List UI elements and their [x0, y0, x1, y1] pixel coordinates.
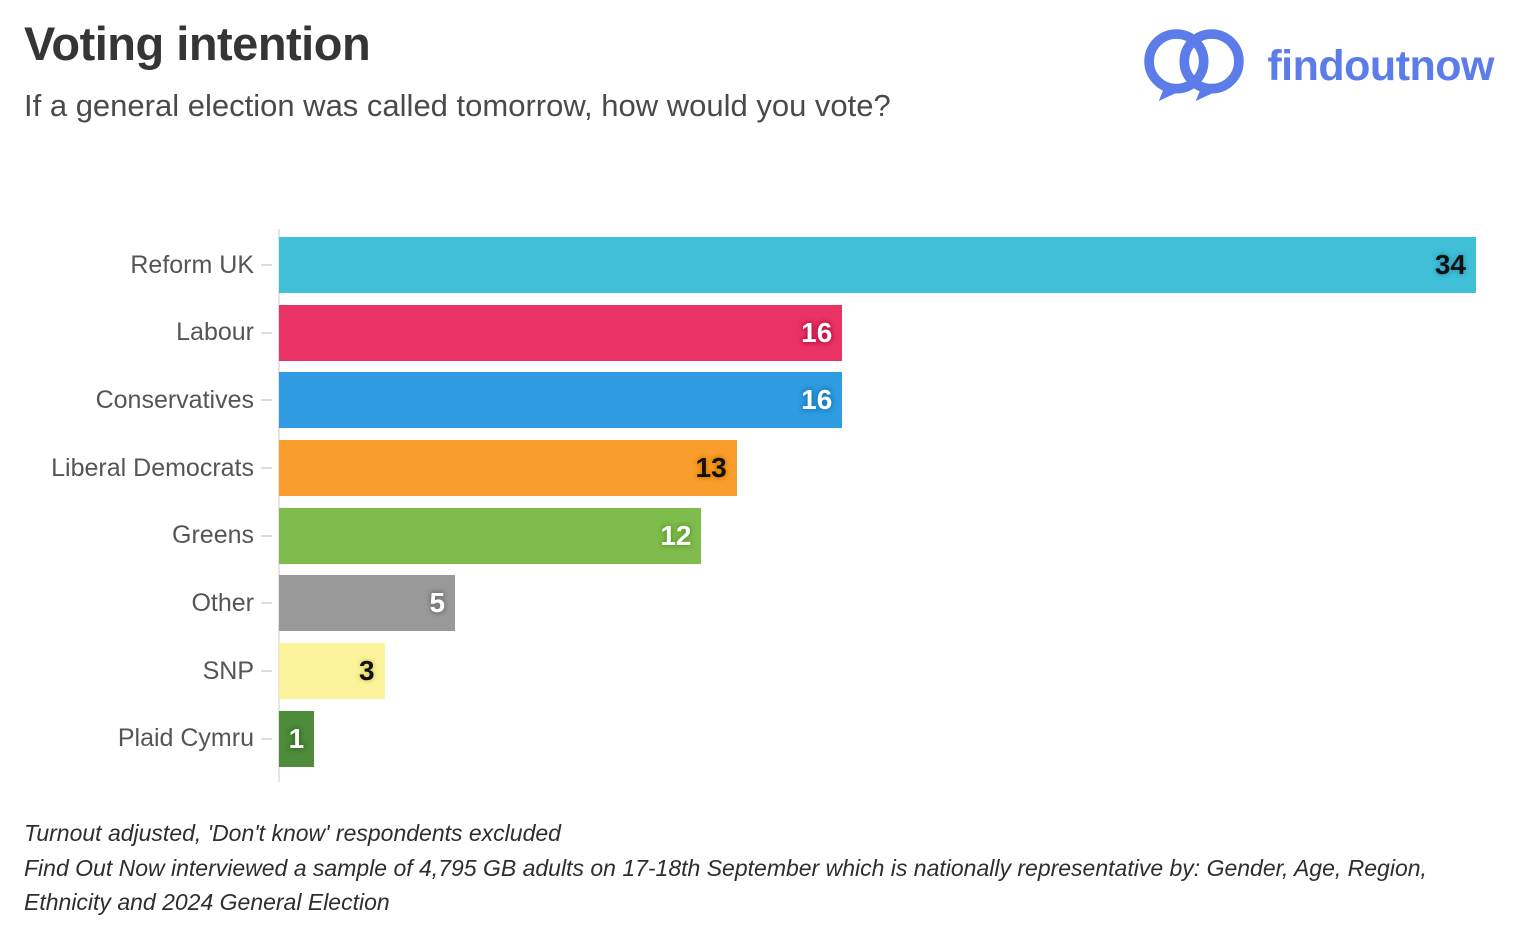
tick-dash: [261, 534, 272, 537]
y-axis-line: [278, 229, 280, 782]
chart-subtitle-question: If a general election was called tomorro…: [24, 87, 891, 123]
bar-value-label: 5: [429, 587, 446, 619]
logo-wordmark: findoutnow: [1267, 42, 1494, 90]
bar-value-label: 13: [695, 452, 727, 484]
voting-intention-bar-chart: Reform UK 34 Labour 16 Conservatives 16 Libera…: [0, 229, 1536, 782]
axis-tick: [254, 602, 279, 605]
bar-row-conservatives: Conservatives 16: [0, 372, 1536, 429]
page-title: Voting intention: [24, 17, 371, 70]
tick-dash: [261, 331, 272, 334]
axis-tick: [254, 737, 279, 740]
footnote-methodology: Turnout adjusted, 'Don't know' responden…: [24, 820, 561, 846]
bar-plaid-cymru: 1: [279, 710, 315, 767]
bar-zone: 16: [279, 304, 1476, 361]
axis-tick: [254, 670, 279, 673]
speech-bubbles-icon: [1141, 20, 1247, 113]
bar-reform-uk: 34: [279, 237, 1476, 293]
bar-row-snp: SNP 3: [0, 643, 1536, 700]
category-label: SNP: [202, 656, 254, 685]
bar-value-label: 34: [1434, 249, 1466, 280]
bar-zone: 12: [279, 507, 1476, 564]
axis-tick: [254, 534, 279, 537]
bar-other: 5: [279, 575, 456, 632]
axis-tick: [254, 399, 279, 402]
bar-row-other: Other 5: [0, 575, 1536, 632]
bar-liberal-democrats: 13: [279, 440, 737, 497]
category-label: Reform UK: [130, 250, 254, 279]
bar-conservatives: 16: [279, 372, 843, 429]
bar-row-greens: Greens 12: [0, 507, 1536, 564]
findoutnow-logo: findoutnow: [1141, 20, 1494, 113]
bar-greens: 12: [279, 507, 702, 564]
bar-labour: 16: [279, 304, 843, 361]
bar-row-plaid-cymru: Plaid Cymru 1: [0, 710, 1536, 767]
bar-row-liberal-democrats: Liberal Democrats 13: [0, 440, 1536, 497]
bar-zone: 13: [279, 440, 1476, 497]
tick-dash: [261, 399, 272, 402]
footnotes: Turnout adjusted, 'Don't know' responden…: [24, 816, 1456, 920]
bar-value-label: 3: [359, 655, 375, 687]
bar-zone: 1: [279, 710, 1476, 767]
category-label: Plaid Cymru: [117, 724, 254, 753]
bar-value-label: 16: [801, 384, 833, 416]
bar-zone: 16: [279, 372, 1476, 429]
axis-tick: [254, 264, 279, 266]
header: Voting intention If a general election w…: [24, 18, 1104, 129]
category-label: Conservatives: [95, 385, 254, 414]
axis-tick: [254, 331, 279, 334]
chart-rows: Reform UK 34 Labour 16 Conservatives 16 Libera…: [0, 237, 1536, 767]
category-label: Liberal Democrats: [51, 453, 254, 482]
bar-snp: 3: [279, 643, 385, 700]
bar-zone: 3: [279, 643, 1476, 700]
category-label: Labour: [176, 318, 254, 347]
bar-row-labour: Labour 16: [0, 304, 1536, 361]
bar-zone: 34: [279, 237, 1476, 293]
tick-dash: [261, 467, 272, 470]
tick-dash: [261, 264, 272, 266]
axis-tick: [254, 467, 279, 470]
bar-value-label: 1: [288, 722, 305, 754]
tick-dash: [261, 670, 272, 673]
tick-dash: [261, 602, 272, 605]
bar-value-label: 12: [660, 519, 692, 551]
tick-dash: [261, 737, 272, 740]
category-label: Other: [191, 588, 254, 617]
bar-zone: 5: [279, 575, 1476, 632]
bar-row-reform-uk: Reform UK 34: [0, 237, 1536, 293]
bar-value-label: 16: [801, 316, 833, 348]
footnote-sample: Find Out Now interviewed a sample of 4,7…: [24, 854, 1427, 916]
category-label: Greens: [172, 521, 254, 550]
